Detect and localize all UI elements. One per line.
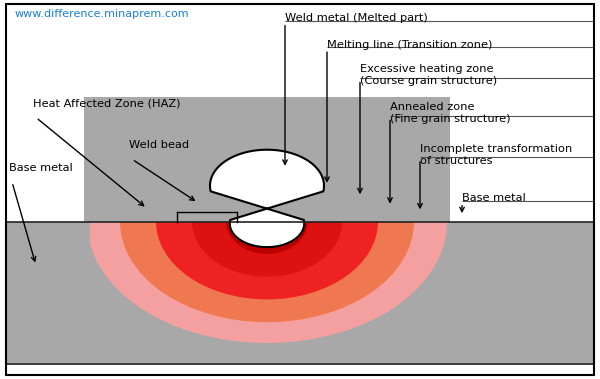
Bar: [117, 117, 417, 222]
Bar: [6, 222, 594, 364]
Text: Heat Affected Zone (HAZ): Heat Affected Zone (HAZ): [33, 99, 181, 108]
Bar: [153, 140, 381, 222]
Bar: [6, 343, 594, 364]
Text: Incomplete transformation
of structures: Incomplete transformation of structures: [420, 144, 572, 166]
Text: Annealed zone
(Fine grain structure): Annealed zone (Fine grain structure): [390, 102, 511, 124]
Ellipse shape: [156, 144, 378, 299]
Text: Weld bead: Weld bead: [129, 140, 189, 150]
Polygon shape: [210, 150, 324, 247]
Text: www.difference.minaprem.com: www.difference.minaprem.com: [15, 9, 190, 19]
Text: Base metal: Base metal: [9, 163, 73, 173]
Ellipse shape: [87, 100, 447, 343]
Text: Base metal: Base metal: [462, 193, 526, 203]
Ellipse shape: [192, 167, 342, 277]
Text: Excessive heating zone
(Course grain structure): Excessive heating zone (Course grain str…: [360, 64, 497, 86]
Bar: [223, 186, 311, 222]
Bar: [189, 163, 345, 222]
Bar: [6, 222, 594, 364]
Ellipse shape: [226, 190, 308, 254]
Bar: [450, 222, 594, 364]
Ellipse shape: [120, 121, 414, 322]
Text: Melting line (Transition zone): Melting line (Transition zone): [327, 40, 493, 50]
Bar: [84, 97, 450, 222]
Bar: [6, 222, 90, 364]
Text: Weld metal (Melted part): Weld metal (Melted part): [285, 13, 428, 23]
